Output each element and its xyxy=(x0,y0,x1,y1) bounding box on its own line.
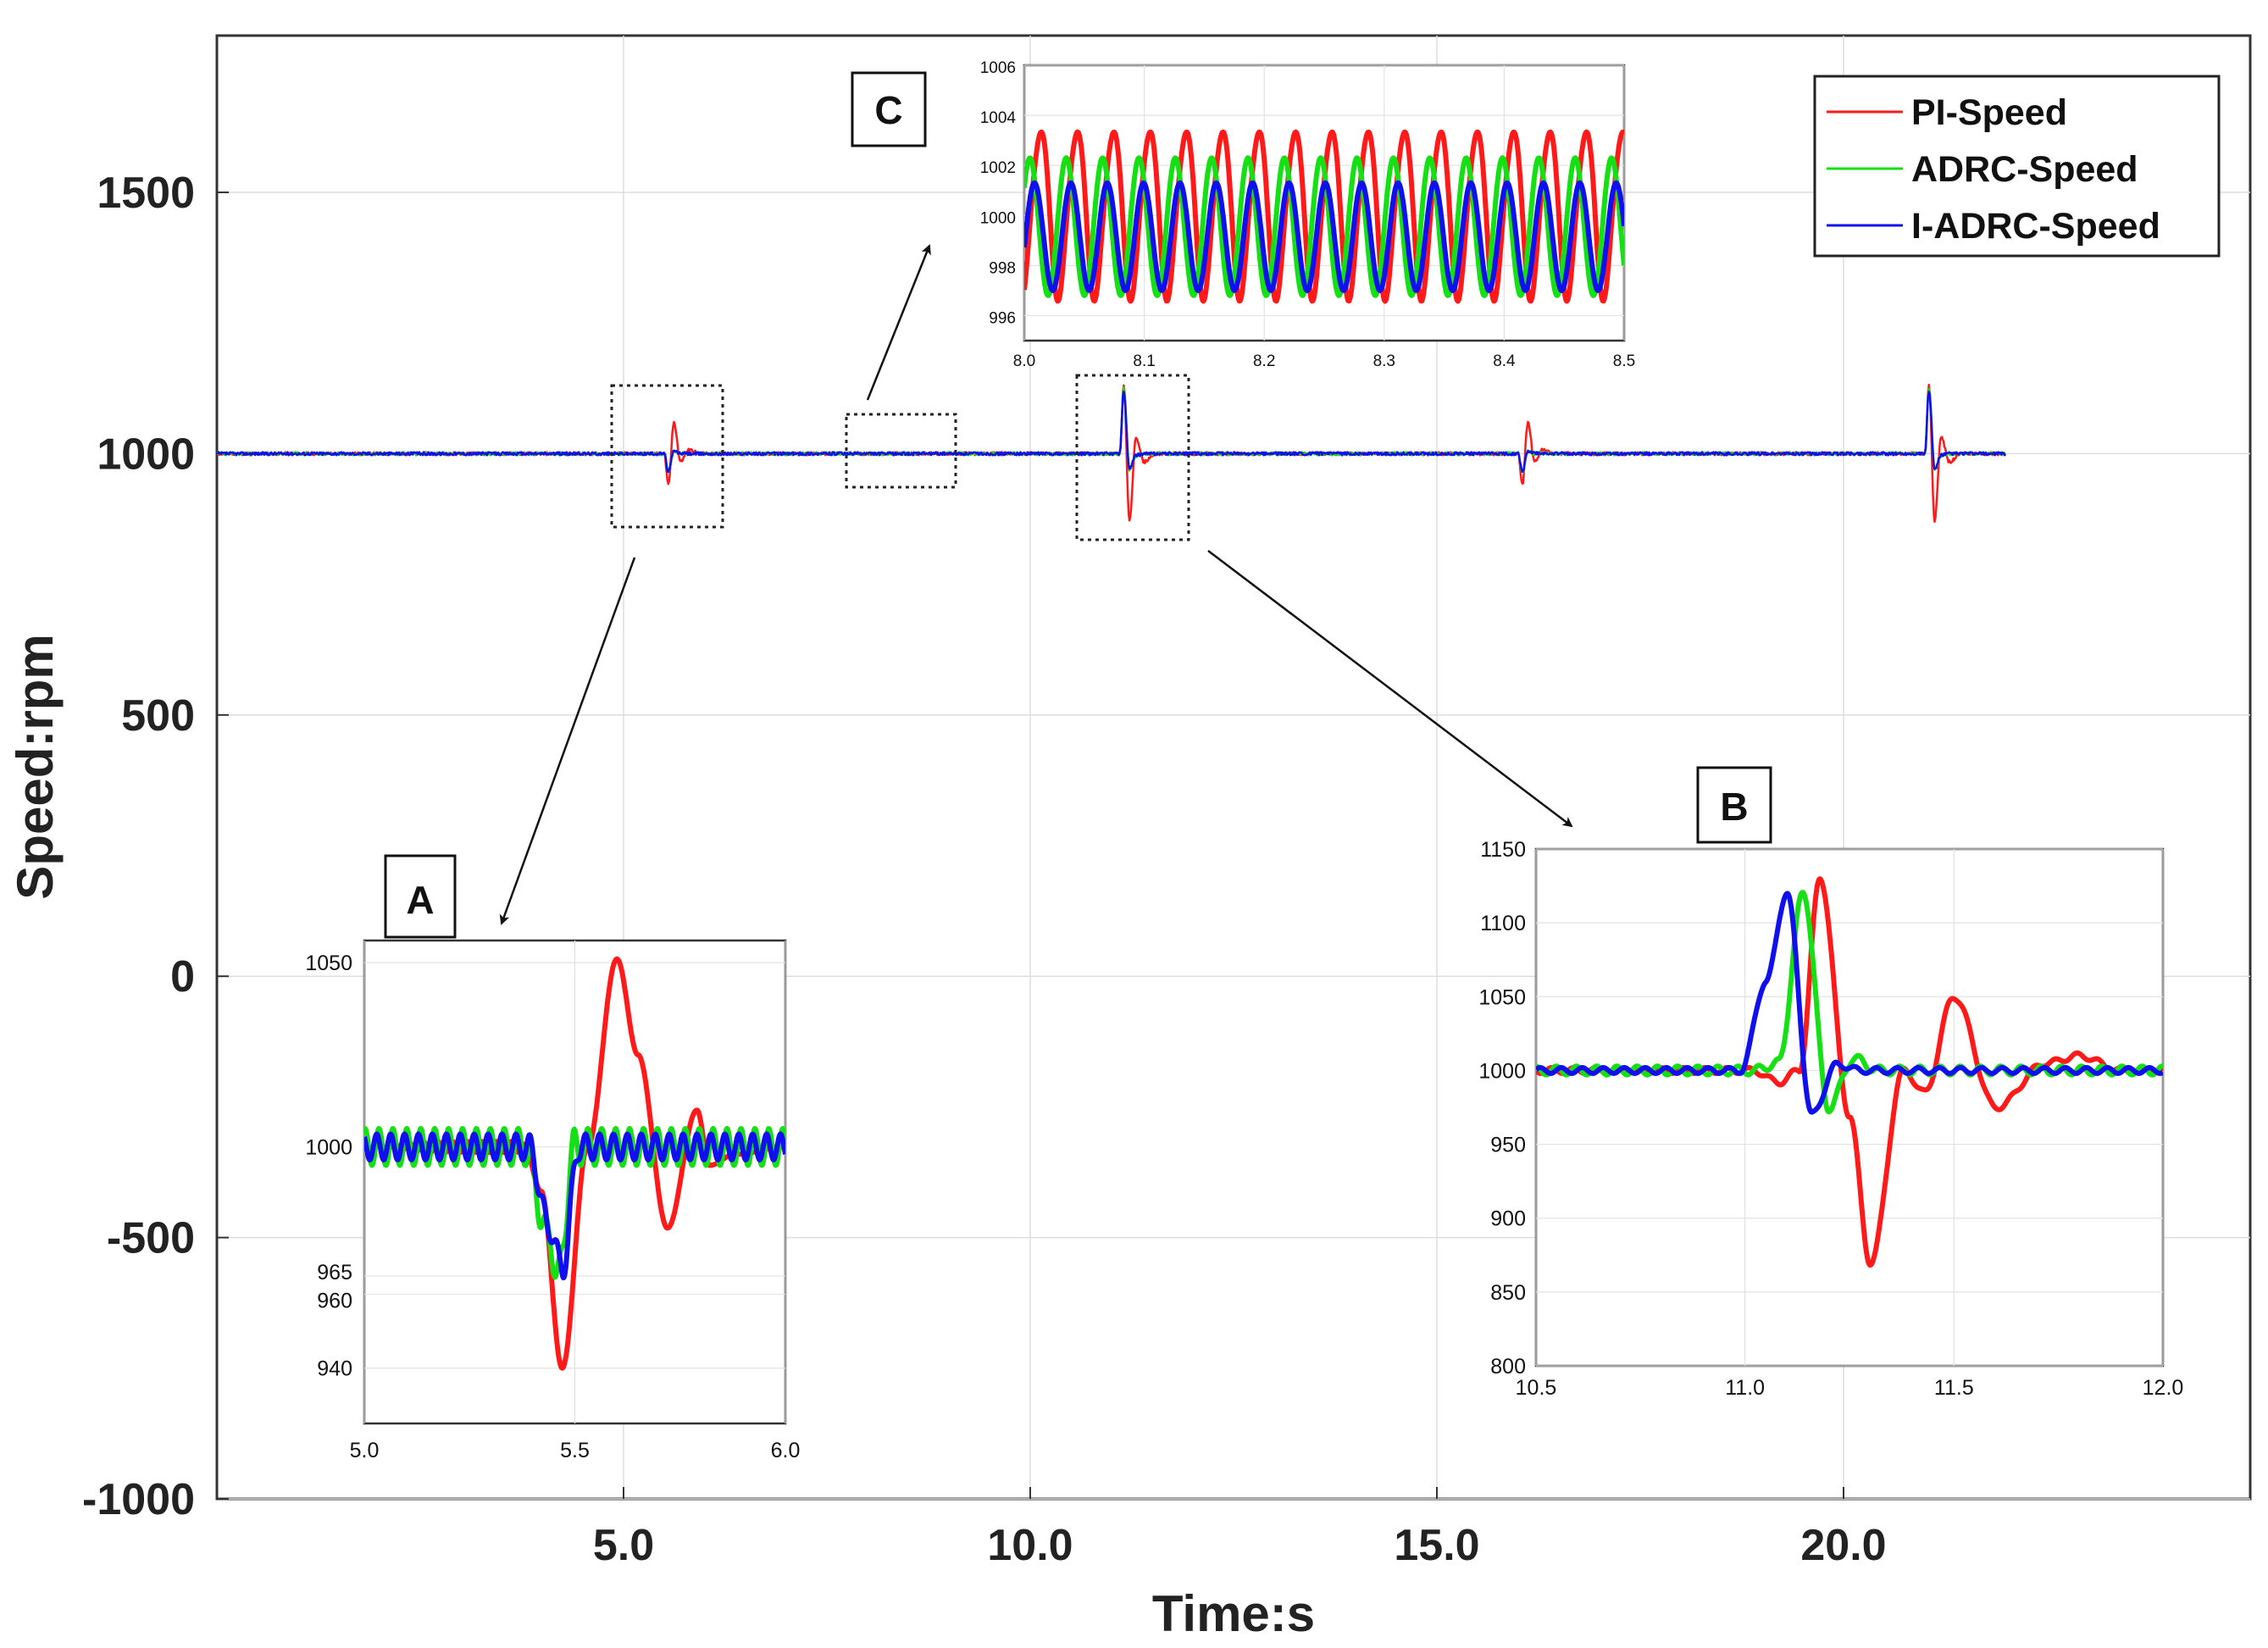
inset-A-x-tick-label: 5.0 xyxy=(350,1439,380,1462)
legend-entry-pi: PI-Speed xyxy=(1911,92,2067,133)
x-tick-label: 20.0 xyxy=(1800,1521,1886,1570)
inset-B: 10.5 11.0 11.5 12.0 800 850 900 950 1000 1050 1100… xyxy=(1478,766,2184,1400)
zoom-box-B xyxy=(1075,374,1190,541)
inset-A-y-tick-label: 1050 xyxy=(305,952,352,975)
zoom-box-A xyxy=(610,384,724,529)
inset-C-x-tick-label: 8.3 xyxy=(1373,352,1395,370)
inset-C-x-tick-label: 8.5 xyxy=(1613,352,1635,370)
inset-C-label: C xyxy=(874,88,902,132)
inset-C-y-tick-label: 1000 xyxy=(980,209,1016,227)
inset-B-y-tick-label: 1000 xyxy=(1478,1059,1526,1083)
inset-B-y-tick-label: 800 xyxy=(1490,1355,1526,1379)
inset-C-x-tick-label: 8.4 xyxy=(1493,352,1516,370)
callout-arrows xyxy=(499,244,1573,925)
inset-A-series-adrc xyxy=(364,1125,785,1280)
inset-B-x-tick-label: 11.0 xyxy=(1725,1376,1765,1400)
zoom-callouts xyxy=(610,374,1190,541)
inset-A-x-tick-label: 6.0 xyxy=(771,1439,801,1462)
inset-B-x-tick-label: 11.5 xyxy=(1934,1376,1974,1400)
inset-A-y-tick-label: 960 xyxy=(317,1290,352,1313)
y-tick-label: -500 xyxy=(107,1214,195,1263)
inset-C-x-tick-label: 8.2 xyxy=(1253,352,1275,370)
legend: PI-Speed ADRC-Speed I-ADRC-Speed xyxy=(1813,75,2221,258)
inset-C-y-tick-label: 998 xyxy=(989,259,1016,277)
x-tick-label: 5.0 xyxy=(593,1521,654,1570)
legend-entry-iadrc: I-ADRC-Speed xyxy=(1911,206,2160,247)
inset-C-y-tick-label: 1002 xyxy=(980,159,1016,177)
y-tick-label: 0 xyxy=(170,952,195,1002)
inset-A-y-tick-label: 940 xyxy=(317,1357,352,1381)
x-tick-label: 15.0 xyxy=(1394,1521,1479,1570)
inset-B-y-tick-label: 900 xyxy=(1490,1207,1526,1231)
inset-B-x-tick-label: 12.0 xyxy=(2143,1376,2184,1400)
y-axis-title: Speed:rpm xyxy=(7,634,64,899)
y-tick-label: 1500 xyxy=(97,169,195,218)
inset-C-series-iadrc xyxy=(1024,180,1624,293)
inset-A-x-tick-label: 5.5 xyxy=(560,1439,590,1462)
inset-B-y-tick-label: 850 xyxy=(1490,1281,1526,1305)
inset-B-y-tick-label: 950 xyxy=(1490,1134,1526,1157)
main-series-iadrc xyxy=(217,391,2006,474)
inset-C-x-tick-label: 8.1 xyxy=(1133,352,1155,370)
inset-B-y-tick-label: 1050 xyxy=(1478,985,1526,1009)
inset-B-label-box xyxy=(1696,766,1772,844)
inset-B-y-tick-label: 1100 xyxy=(1480,912,1526,935)
arrow-to-A xyxy=(499,557,636,925)
inset-C-y-tick-label: 996 xyxy=(989,309,1016,327)
inset-A-y-tick-label: 965 xyxy=(317,1261,352,1285)
inset-C-label-box xyxy=(851,71,927,147)
inset-A-label-box xyxy=(384,854,457,939)
x-tick-label: 10.0 xyxy=(987,1521,1073,1570)
main-series xyxy=(217,383,2006,523)
inset-B-y-tick-label: 1150 xyxy=(1480,838,1526,862)
y-tick-label: 500 xyxy=(121,691,195,741)
y-tick-label: -1000 xyxy=(82,1475,195,1524)
inset-B-series-iadrc xyxy=(1536,891,2163,1115)
inset-A-label: A xyxy=(406,878,434,922)
y-tick-label: 1000 xyxy=(97,430,195,479)
inset-B-label: B xyxy=(1720,785,1748,829)
inset-C-y-tick-label: 1004 xyxy=(980,109,1017,127)
inset-C-x-tick-label: 8.0 xyxy=(1013,352,1035,370)
zoom-box-C xyxy=(845,413,957,489)
main-ticks: 5.0 10.0 15.0 20.0 -1000 -500 0 500 1000 1500 xyxy=(82,169,1887,1570)
arrow-to-C xyxy=(866,244,931,401)
x-axis-title: Time:s xyxy=(1152,1585,1315,1642)
inset-C: 8.0 8.1 8.2 8.3 8.4 8.5 996 998 1000 1002 1004 1006… xyxy=(851,59,1635,370)
inset-A-y-tick-label: 1000 xyxy=(305,1136,352,1160)
inset-A-series-iadrc xyxy=(364,1131,785,1281)
inset-C-y-tick-label: 1006 xyxy=(980,59,1016,77)
inset-A: 5.0 5.5 6.0 940 960 965 1000 1050 A xyxy=(305,854,801,1462)
arrow-to-B xyxy=(1207,550,1573,828)
inset-B-x-tick-label: 10.5 xyxy=(1516,1376,1557,1400)
legend-entry-adrc: ADRC-Speed xyxy=(1911,149,2138,190)
